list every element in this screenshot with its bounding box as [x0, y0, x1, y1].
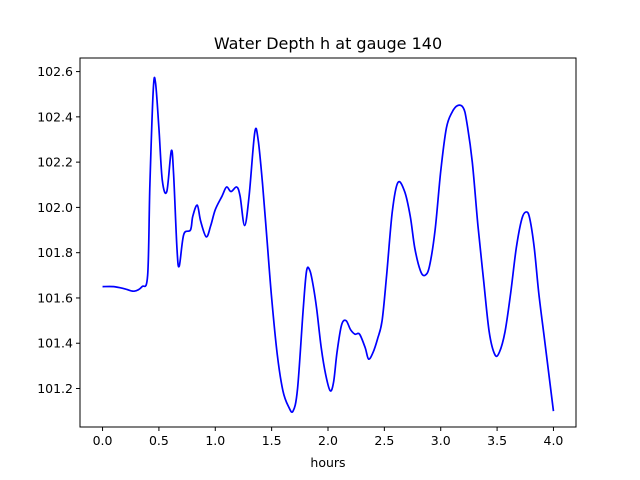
y-tick-label: 102.2: [37, 155, 73, 170]
x-tick-label: 3.0: [431, 433, 451, 448]
plot-frame: [79, 57, 577, 428]
y-tick-label: 102.6: [37, 64, 73, 79]
x-tick-label: 3.5: [487, 433, 507, 448]
y-tick-label: 102.0: [37, 200, 73, 215]
y-tick-label: 101.4: [37, 336, 73, 351]
x-axis-label: hours: [310, 455, 345, 470]
plot-area: [102, 76, 555, 414]
y-tick-label: 101.8: [37, 245, 73, 260]
x-tick-label: 2.5: [374, 433, 394, 448]
y-tick-label: 101.6: [37, 290, 73, 305]
x-tick-label: 2.0: [318, 433, 338, 448]
y-tick-label: 102.4: [37, 109, 73, 124]
x-tick-label: 4.0: [544, 433, 564, 448]
y-axis-ticks: 101.2 101.4 101.6 101.8 102.0 102.2 102.4 102.6: [37, 64, 80, 396]
x-tick-label: 1.0: [205, 433, 225, 448]
x-tick-label: 0.5: [149, 433, 169, 448]
y-tick-label: 101.2: [37, 381, 73, 396]
series-line: [102, 76, 555, 414]
x-axis-ticks: 0.0 0.5 1.0 1.5 2.0 2.5 3.0 3.5 4.0: [93, 427, 564, 448]
x-tick-label: 1.5: [262, 433, 282, 448]
chart-title: Water Depth h at gauge 140: [214, 34, 442, 53]
x-tick-label: 0.0: [93, 433, 113, 448]
